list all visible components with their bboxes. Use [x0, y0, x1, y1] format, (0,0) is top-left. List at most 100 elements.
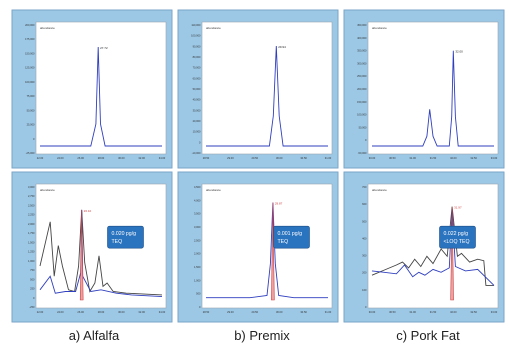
y-tick-label: 500	[30, 277, 35, 281]
legend-label: abundance	[372, 26, 387, 30]
x-tick-label: 31.00	[409, 310, 416, 314]
x-tick-label: 26.00	[77, 310, 84, 314]
x-tick-label: 28.50	[203, 310, 210, 314]
x-tick-label: 32.00	[450, 156, 457, 160]
y-tick-label: 150,000	[357, 100, 367, 104]
y-tick-label: 1,000	[194, 278, 201, 282]
y-tick-label: 500	[362, 219, 367, 223]
legend-label: abundance	[206, 188, 221, 192]
y-tick-label: 125,000	[25, 66, 35, 70]
y-tick-label: 0	[365, 305, 367, 309]
y-tick-label: 150,000	[25, 51, 35, 55]
y-tick-label: 3,000	[28, 185, 35, 189]
trace-line-1	[372, 50, 494, 147]
x-tick-label: 30.00	[369, 310, 376, 314]
x-tick-label: 31.50	[430, 156, 437, 160]
y-tick-label: 400,000	[357, 36, 367, 40]
trace-line-1	[206, 45, 328, 147]
y-tick-label: 90,000	[193, 44, 201, 48]
y-tick-label: 75,000	[27, 94, 35, 98]
y-tick-label: 80,000	[193, 55, 201, 59]
x-tick-label: 28.50	[203, 156, 210, 160]
x-tick-label: 31.00	[409, 156, 416, 160]
x-tick-label: 22.00	[37, 310, 44, 314]
y-tick-label: 30,000	[193, 108, 201, 112]
legend-label: abundance	[206, 26, 221, 30]
x-tick-label: 24.00	[57, 310, 64, 314]
x-tick-label: 30.00	[276, 156, 283, 160]
chart-panel-a-top: 200,000 175,000 150,000 125,000 100,000 75,00…	[11, 9, 173, 169]
y-tick-label: 2,750	[28, 194, 35, 198]
peak-label: 32.00	[455, 50, 463, 54]
teq-value: 0.020 pg/g	[112, 231, 137, 237]
y-tick-label: 175,000	[25, 37, 35, 41]
x-tick-label: 29.50	[252, 156, 259, 160]
caption-pork-fat: c) Pork Fat	[396, 328, 460, 343]
y-tick-label: 50,000	[359, 125, 367, 129]
y-tick-label: 750	[30, 268, 35, 272]
teq-unit: TEQ	[112, 239, 123, 245]
y-tick-label: 50,000	[27, 108, 35, 112]
y-tick-label: 10,000	[193, 130, 201, 134]
teq-unit: TEQ	[278, 239, 289, 245]
y-tick-label: 20,000	[193, 119, 201, 123]
x-tick-label: 30.00	[118, 310, 125, 314]
y-tick-label: 0	[33, 296, 35, 300]
y-tick-label: 2,000	[194, 252, 201, 256]
chart-panel-a-bottom: 3,000 2,750 2,500 2,250 2,000 1,750 1,500 1,250…	[11, 171, 173, 323]
x-tick-label: 26.00	[77, 156, 84, 160]
y-tick-label: 2,500	[194, 238, 201, 242]
x-tick-label: 30.00	[276, 310, 283, 314]
peak-label: 27.72	[100, 46, 108, 50]
y-tick-label: 200,000	[357, 87, 367, 91]
y-tick-label: 0	[365, 138, 367, 142]
y-tick-label: 25,000	[27, 123, 35, 127]
y-tick-label: 1,750	[28, 231, 35, 235]
y-tick-label: 40,000	[193, 98, 201, 102]
chart-panel-b-top: 110,000 100,000 90,000 80,000 70,000 60,000 50…	[177, 9, 339, 169]
x-tick-label: 30.50	[300, 156, 307, 160]
y-tick-label: 100	[362, 288, 367, 292]
x-tick-label: 30.50	[300, 310, 307, 314]
x-tick-label: 32.50	[470, 156, 477, 160]
integrated-peak	[450, 206, 454, 301]
x-tick-label: 29.00	[227, 310, 234, 314]
legend-label: abundance	[40, 26, 55, 30]
y-tick-label: 350,000	[357, 49, 367, 53]
plot-area	[367, 183, 499, 309]
plot-area	[35, 183, 167, 309]
y-tick-label: 0	[199, 305, 201, 309]
y-tick-label: 400	[362, 236, 367, 240]
x-tick-label: 28.00	[98, 310, 105, 314]
y-tick-label: 60,000	[193, 76, 201, 80]
x-tick-label: 32.00	[138, 156, 145, 160]
peak-label: 31.97	[454, 206, 462, 210]
y-tick-label: 100,000	[357, 113, 367, 117]
y-tick-label: 50,000	[193, 87, 201, 91]
x-tick-label: 30.50	[389, 310, 396, 314]
plot-area	[201, 183, 333, 309]
y-tick-label: 110,000	[191, 23, 201, 27]
teq-value: 0.001 pg/g	[278, 231, 303, 237]
y-tick-label: 0	[33, 137, 35, 141]
x-tick-label: 34.00	[159, 310, 166, 314]
trace-line-1	[371, 206, 494, 286]
y-tick-label: 1,250	[28, 250, 35, 254]
y-tick-label: 100,000	[191, 34, 201, 38]
x-tick-label: 31.00	[325, 156, 332, 160]
x-tick-label: 33.00	[491, 310, 498, 314]
teq-unit: <LOQ TEQ	[444, 239, 470, 245]
x-tick-label: 31.50	[430, 310, 437, 314]
y-tick-label: 300	[362, 254, 367, 258]
y-tick-label: 600	[362, 202, 367, 206]
y-tick-label: 3,000	[194, 225, 201, 229]
y-tick-label: 2,250	[28, 213, 35, 217]
y-tick-label: 700	[362, 185, 367, 189]
peak-label: 26.10	[84, 209, 92, 213]
x-tick-label: 28.00	[98, 156, 105, 160]
y-tick-label: -25,000	[26, 151, 35, 155]
plot-area	[367, 21, 499, 155]
teq-value: 0.022 pg/g	[444, 231, 469, 237]
trace-line-1	[39, 209, 163, 296]
integrated-peak	[79, 209, 84, 301]
